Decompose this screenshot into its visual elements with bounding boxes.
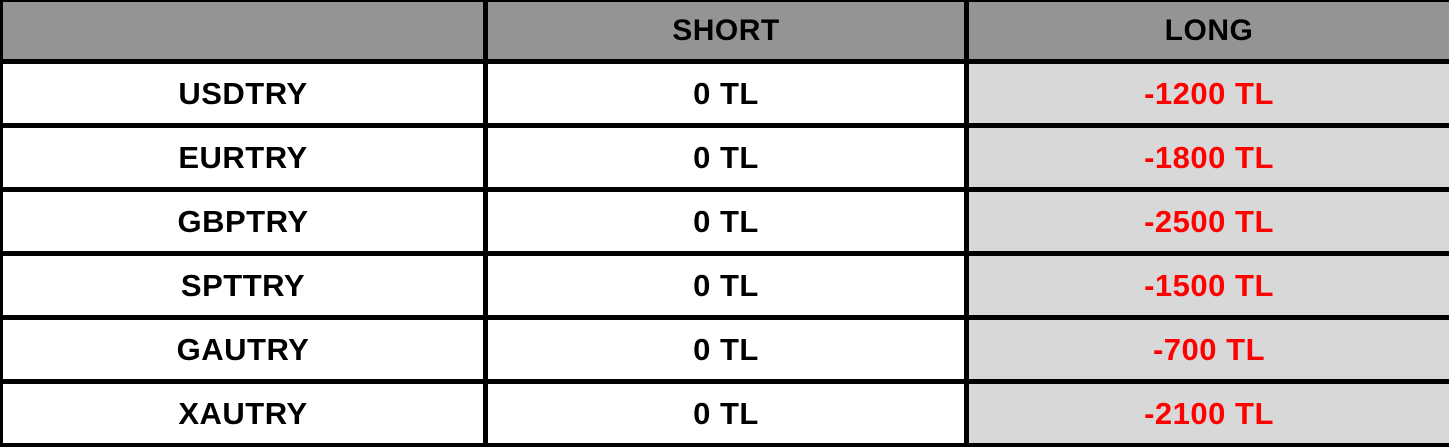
instrument-column-header: [2, 1, 486, 62]
short-column-header: SHORT: [486, 1, 967, 62]
short-value-cell: 0 TL: [486, 62, 967, 126]
instrument-cell: USDTRY: [2, 62, 486, 126]
short-value-cell: 0 TL: [486, 382, 967, 446]
instrument-cell: GBPTRY: [2, 190, 486, 254]
long-column-header: LONG: [967, 1, 1449, 62]
long-value-cell: -1800 TL: [967, 126, 1449, 190]
long-value-cell: -700 TL: [967, 318, 1449, 382]
long-value-cell: -1200 TL: [967, 62, 1449, 126]
instrument-cell: EURTRY: [2, 126, 486, 190]
instrument-cell: GAUTRY: [2, 318, 486, 382]
long-value-cell: -2100 TL: [967, 382, 1449, 446]
short-value-cell: 0 TL: [486, 254, 967, 318]
table-header: SHORT LONG: [2, 1, 1449, 62]
long-value-cell: -2500 TL: [967, 190, 1449, 254]
long-value-cell: -1500 TL: [967, 254, 1449, 318]
short-value-cell: 0 TL: [486, 126, 967, 190]
instrument-cell: SPTTRY: [2, 254, 486, 318]
header-row: SHORT LONG: [2, 1, 1449, 62]
short-value-cell: 0 TL: [486, 318, 967, 382]
short-value-cell: 0 TL: [486, 190, 967, 254]
instrument-cell: XAUTRY: [2, 382, 486, 446]
